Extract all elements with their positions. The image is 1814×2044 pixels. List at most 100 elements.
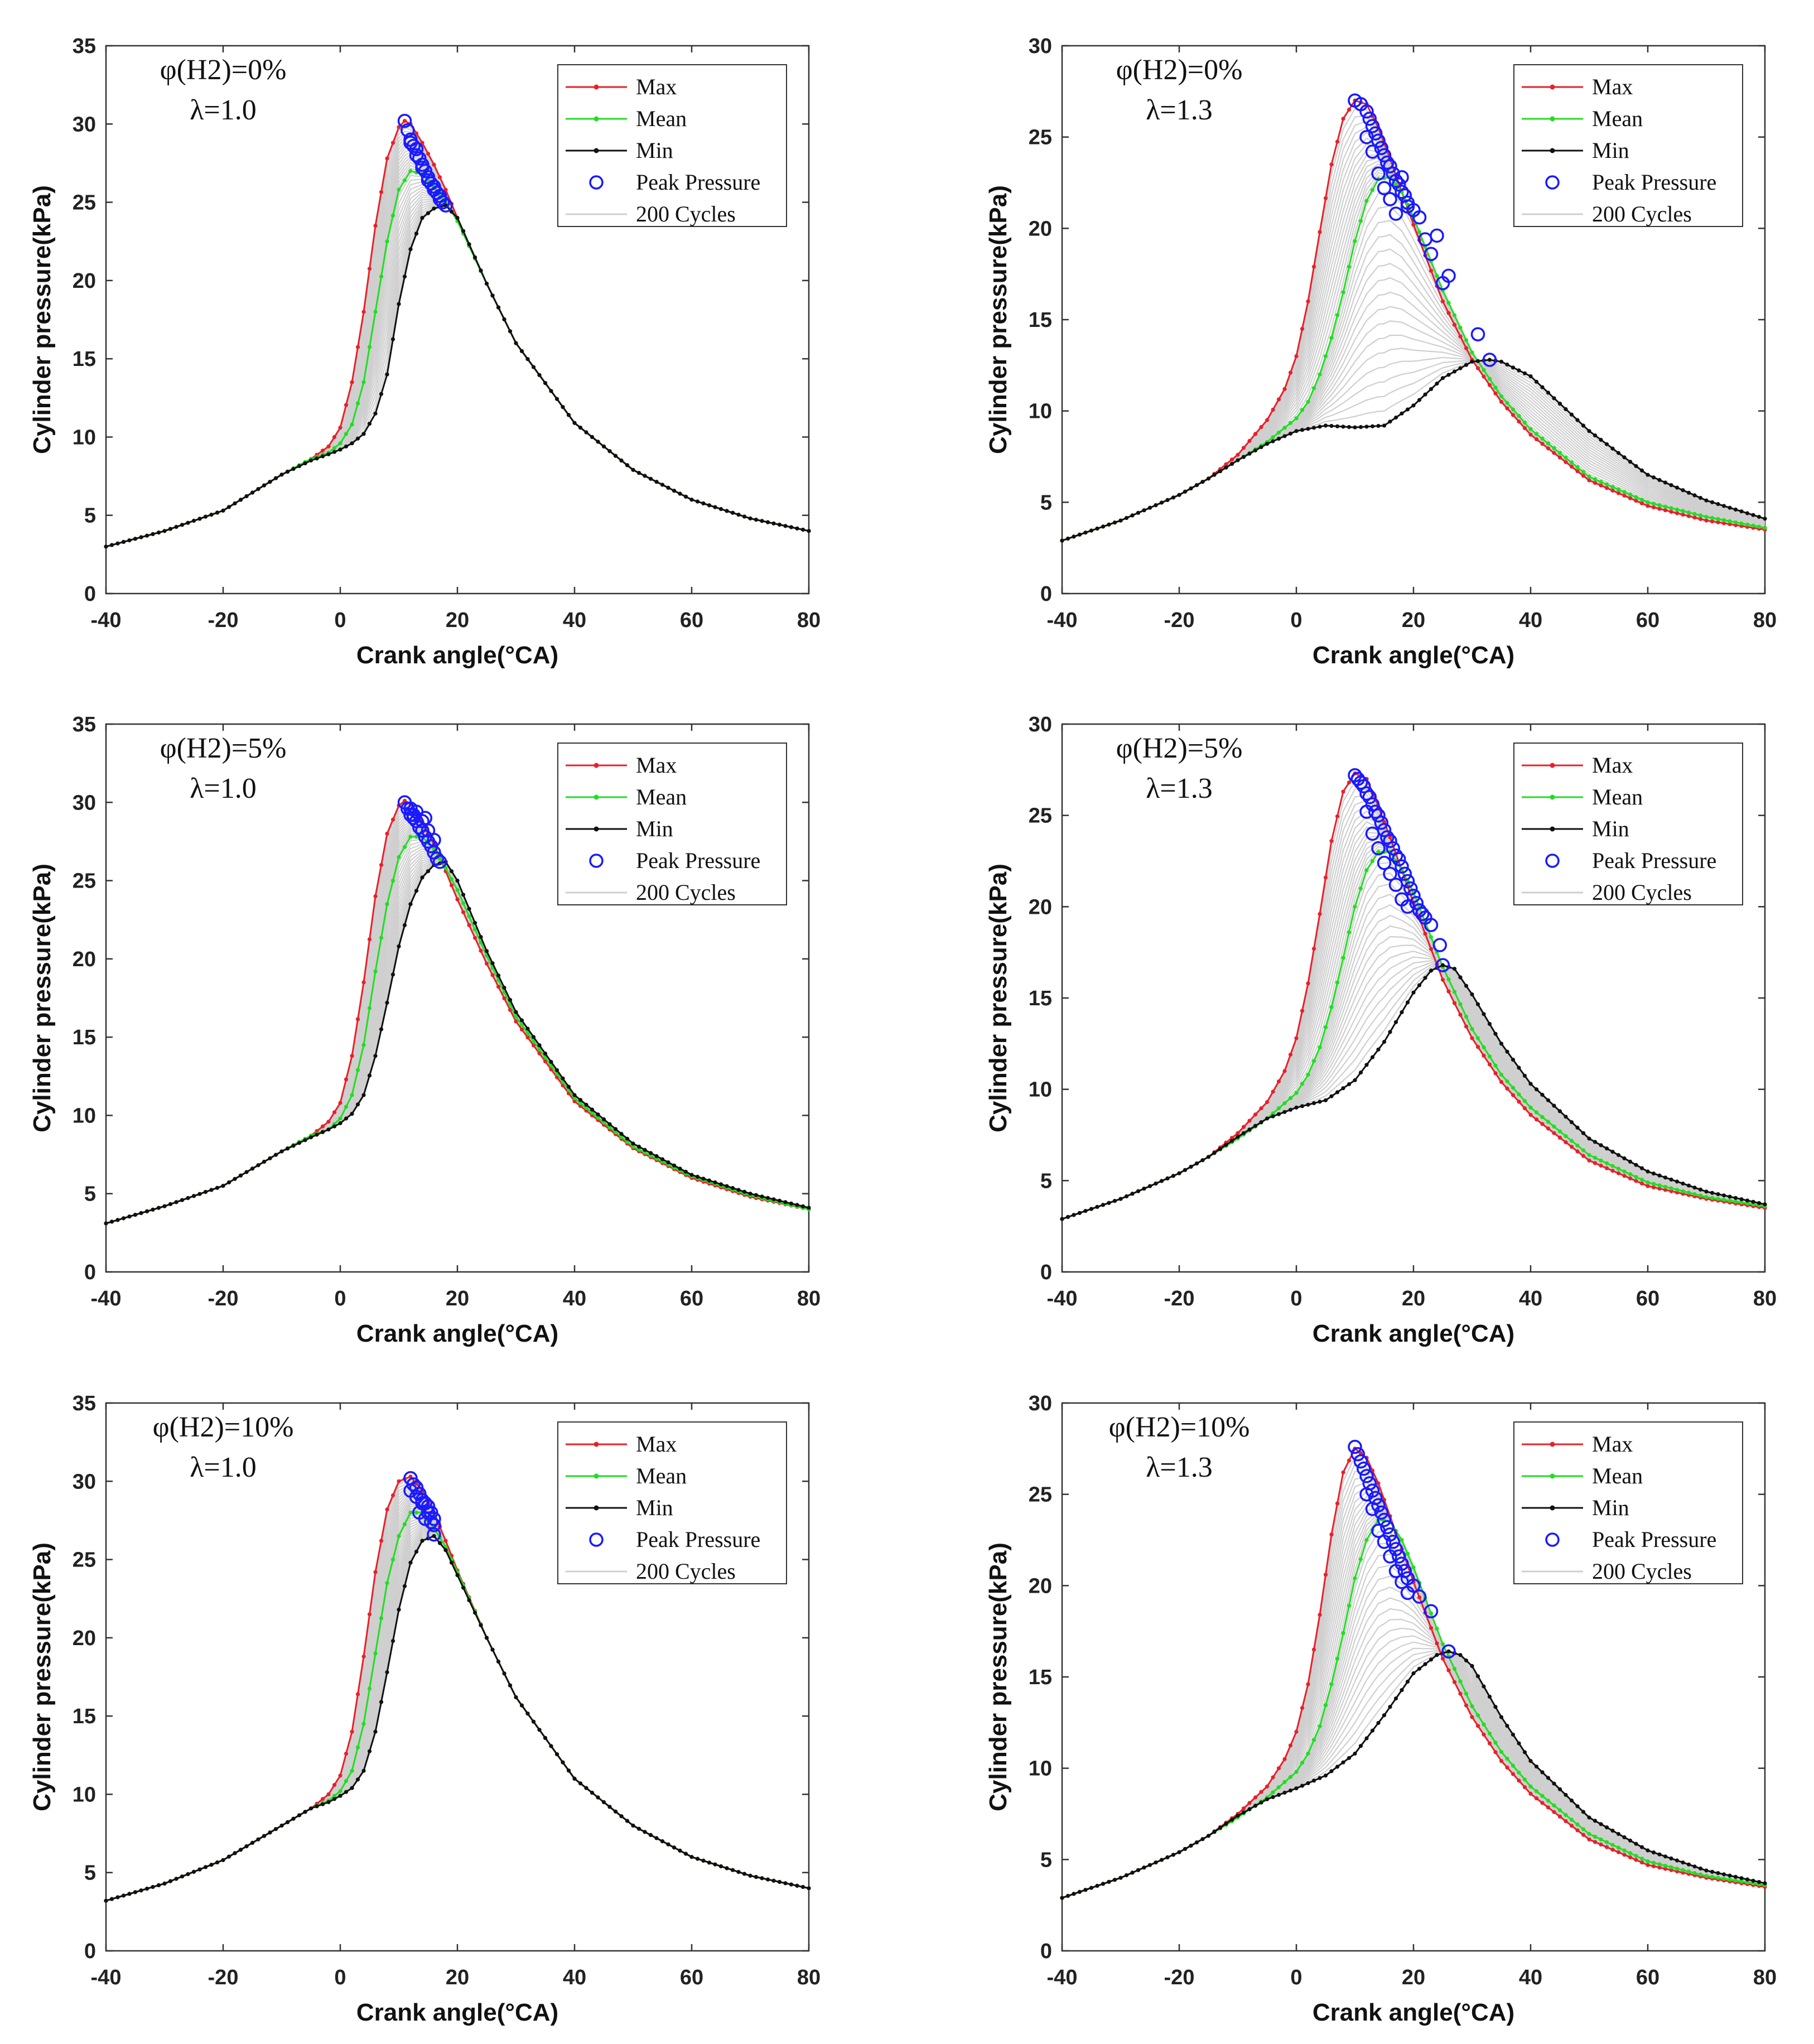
x-tick-label: 20 — [446, 1966, 469, 1989]
series-point-mean — [1604, 1161, 1609, 1165]
series-point-max — [1300, 1009, 1305, 1013]
series-point-mean — [1511, 1763, 1516, 1768]
series-point-mean — [1739, 1879, 1744, 1884]
series-point-min — [1306, 1781, 1310, 1786]
series-point-min — [1147, 1184, 1152, 1188]
series-point-max — [1552, 1810, 1556, 1814]
series-point-min — [1587, 1136, 1591, 1141]
series-point-min — [104, 1221, 108, 1226]
series-point-min — [789, 525, 794, 529]
series-point-max — [1534, 1796, 1539, 1801]
series-point-min — [1686, 1183, 1691, 1188]
series-point-mean — [1329, 336, 1334, 340]
series-point-min — [1206, 476, 1211, 481]
series-point-max — [1546, 1805, 1551, 1810]
series-point-min — [238, 1173, 243, 1178]
series-point-min — [303, 461, 307, 466]
series-point-mean — [1429, 1611, 1434, 1616]
series-point-min — [578, 1098, 583, 1102]
series-point-max — [1458, 1691, 1463, 1696]
series-point-min — [648, 1833, 653, 1837]
legend-marker — [1550, 763, 1555, 768]
condition-annotation: φ(H2)=5% — [160, 732, 287, 764]
series-point-min — [531, 365, 536, 369]
series-point-max — [1358, 1451, 1363, 1455]
series-point-mean — [1364, 868, 1369, 872]
legend-marker — [1550, 116, 1555, 122]
x-axis-label: Crank angle(°CA) — [1313, 642, 1514, 669]
series-point-mean — [1358, 1557, 1363, 1561]
series-point-min — [1440, 963, 1445, 967]
series-point-max — [1692, 515, 1697, 520]
series-point-min — [1599, 1822, 1603, 1826]
peak-pressure-point — [1388, 848, 1403, 863]
series-point-max — [1318, 912, 1322, 916]
series-point-max — [355, 345, 360, 349]
series-point-mean — [1311, 1738, 1316, 1742]
series-min — [104, 860, 811, 1226]
series-point-min — [127, 1892, 132, 1896]
series-point-min — [601, 1800, 606, 1805]
series-point-min — [432, 206, 436, 211]
series-point-min — [1147, 505, 1152, 510]
series-point-mean — [1400, 1537, 1404, 1542]
peak-pressure-point — [1380, 1520, 1395, 1535]
series-point-min — [1393, 415, 1398, 420]
series-point-max — [1253, 1795, 1258, 1800]
y-tick-label: 20 — [1029, 895, 1052, 919]
series-point-mean — [1482, 1722, 1486, 1727]
series-point-min — [508, 997, 513, 1002]
legend-label: 200 Cycles — [636, 880, 736, 905]
series-point-mean — [1499, 394, 1504, 399]
series-min — [104, 203, 811, 549]
series-point-max — [344, 1077, 349, 1082]
y-axis-label: Cylinder pressure(kPa) — [985, 1542, 1012, 1811]
series-point-min — [519, 1018, 524, 1023]
peak-pressure-point — [1403, 881, 1418, 896]
series-point-min — [1142, 1187, 1146, 1191]
series-point-mean — [1435, 1627, 1439, 1631]
series-point-max — [1616, 1171, 1621, 1175]
series-point-max — [1663, 508, 1668, 513]
peak-pressure-point — [406, 138, 421, 153]
series-point-min — [1639, 1166, 1644, 1170]
peak-pressure-point — [1397, 866, 1412, 881]
series-point-max — [1341, 1470, 1345, 1474]
series-point-min — [1634, 1841, 1638, 1846]
series-point-max — [1581, 474, 1586, 478]
series-point-mean — [1634, 1175, 1638, 1179]
series-point-max — [373, 1570, 378, 1574]
series-point-max — [1564, 1140, 1568, 1145]
series-point-min — [203, 514, 208, 519]
series-point-min — [1347, 425, 1352, 430]
series-point-min — [1370, 424, 1375, 428]
series-point-min — [795, 1883, 799, 1888]
legend-marker — [1550, 826, 1555, 832]
series-point-max — [1475, 366, 1480, 370]
series-point-min — [713, 505, 717, 509]
series-point-min — [1575, 1804, 1580, 1809]
series-point-min — [748, 516, 752, 520]
series-point-min — [800, 527, 805, 532]
peak-pressure-point — [1368, 126, 1383, 141]
series-point-min — [1622, 455, 1627, 460]
y-tick-label: 35 — [73, 1392, 96, 1415]
series-point-min — [262, 483, 267, 488]
series-point-max — [1276, 1079, 1281, 1084]
series-point-max — [1604, 486, 1609, 490]
series-point-min — [795, 526, 799, 531]
series-point-min — [151, 532, 155, 537]
y-tick-label: 25 — [1029, 126, 1052, 150]
series-point-min — [420, 1539, 424, 1543]
legend-box — [557, 743, 787, 905]
series-point-min — [1154, 1860, 1158, 1865]
series-point-min — [397, 944, 401, 948]
peak-pressure-point — [1374, 816, 1389, 830]
peak-pressure-point — [1365, 826, 1380, 841]
series-point-mean — [1651, 1182, 1656, 1186]
series-point-mean — [1370, 188, 1375, 192]
series-point-max — [1482, 374, 1486, 379]
series-point-min — [666, 485, 670, 490]
series-point-min — [1692, 493, 1697, 498]
series-point-mean — [1528, 1784, 1533, 1788]
